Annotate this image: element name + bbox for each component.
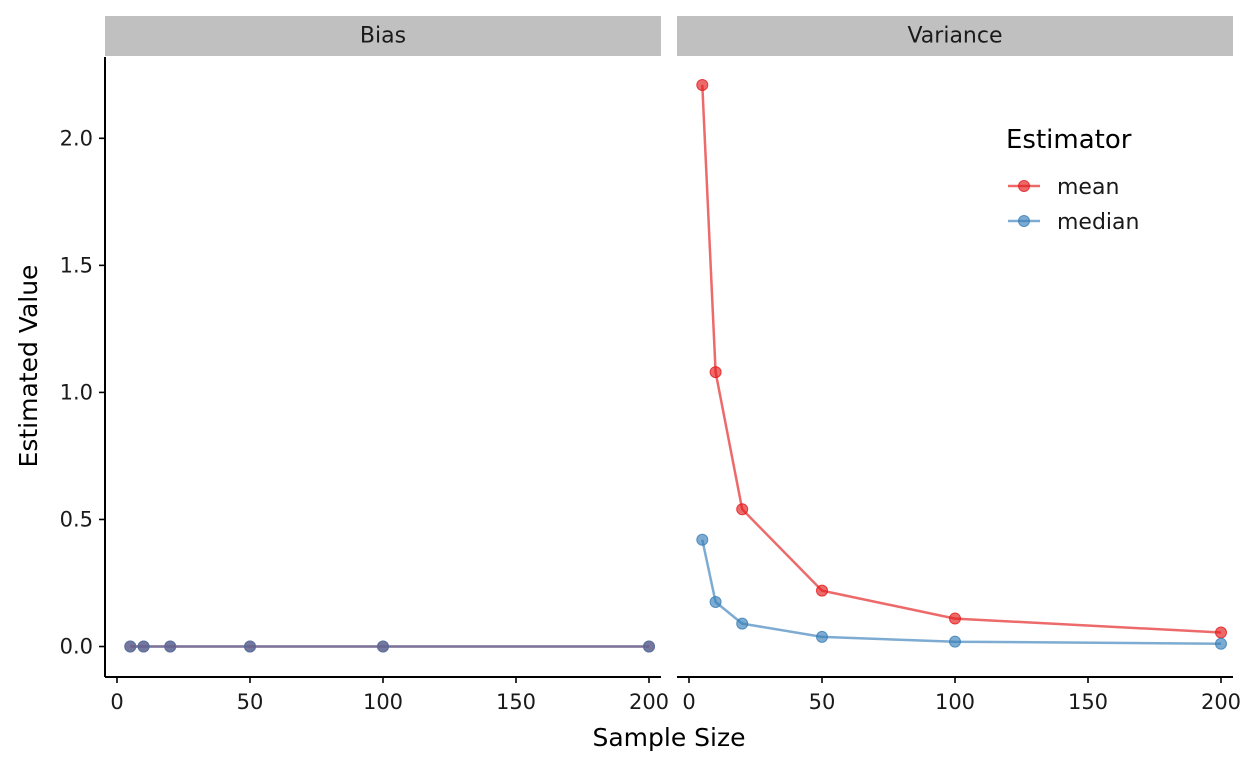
data-point-mean-variance xyxy=(696,78,709,91)
x-axis-title: Sample Size xyxy=(592,723,745,752)
y-tick-label: 1.5 xyxy=(60,253,93,277)
legend-key-point-mean xyxy=(1018,180,1030,192)
x-tick-label-bias: 150 xyxy=(496,690,536,714)
data-point-median-bias xyxy=(643,640,655,653)
x-tick-label-variance: 200 xyxy=(1201,690,1241,714)
data-point-median-bias xyxy=(244,640,256,653)
facet-strip-variance: Variance xyxy=(677,16,1233,56)
facet-strip-bias: Bias xyxy=(105,16,661,56)
legend-label-mean: mean xyxy=(1057,175,1119,200)
series-line-mean-variance xyxy=(701,84,1222,634)
legend-entry-median: median xyxy=(1008,210,1139,235)
x-tick-label-bias: 200 xyxy=(629,690,669,714)
legend-title: Estimator xyxy=(1006,125,1132,155)
data-point-median-bias xyxy=(164,640,177,653)
data-point-mean-variance xyxy=(949,612,961,625)
x-tick-label-bias: 50 xyxy=(237,690,264,714)
x-tick-label-variance: 100 xyxy=(935,690,975,714)
y-tick-label: 0.0 xyxy=(60,635,93,659)
x-tick-label-bias: 0 xyxy=(110,690,123,714)
y-tick-label: 0.5 xyxy=(60,507,93,531)
data-point-median-bias xyxy=(137,640,150,653)
data-point-median-variance xyxy=(696,533,709,546)
data-point-median-variance xyxy=(816,630,828,643)
data-point-median-variance xyxy=(1215,637,1227,650)
data-point-mean-variance xyxy=(1215,626,1227,639)
x-tick-label-variance: 50 xyxy=(809,690,836,714)
y-tick-label: 1.0 xyxy=(60,380,93,404)
facet-label-variance: Variance xyxy=(907,24,1002,49)
y-axis-title: Estimated Value xyxy=(14,265,43,468)
x-tick-label-variance: 150 xyxy=(1068,690,1108,714)
axes-layer: 0.0 0.5 1.0 1.5 2.0 0 50 100 150 200 0 50 100 150 200 xyxy=(60,57,1241,714)
legend-label-median: median xyxy=(1057,210,1139,235)
legend-key-point-median xyxy=(1018,215,1030,227)
lines-layer xyxy=(130,84,1222,648)
data-point-median-variance xyxy=(736,617,749,630)
series-line-median-variance xyxy=(701,539,1222,645)
data-point-median-variance xyxy=(709,596,722,609)
facet-label-bias: Bias xyxy=(360,24,406,49)
x-tick-label-variance: 0 xyxy=(682,690,695,714)
legend: Estimator mean median xyxy=(1006,125,1139,235)
legend-entry-mean: mean xyxy=(1008,175,1119,200)
data-point-median-bias xyxy=(377,640,389,653)
data-point-median-bias xyxy=(124,640,137,653)
y-tick-label: 2.0 xyxy=(60,126,93,150)
points-layer xyxy=(124,78,1227,653)
x-tick-label-bias: 100 xyxy=(363,690,403,714)
data-point-mean-variance xyxy=(709,366,722,379)
data-point-mean-variance xyxy=(736,503,749,516)
data-point-median-variance xyxy=(949,635,961,648)
data-point-mean-variance xyxy=(816,584,828,597)
